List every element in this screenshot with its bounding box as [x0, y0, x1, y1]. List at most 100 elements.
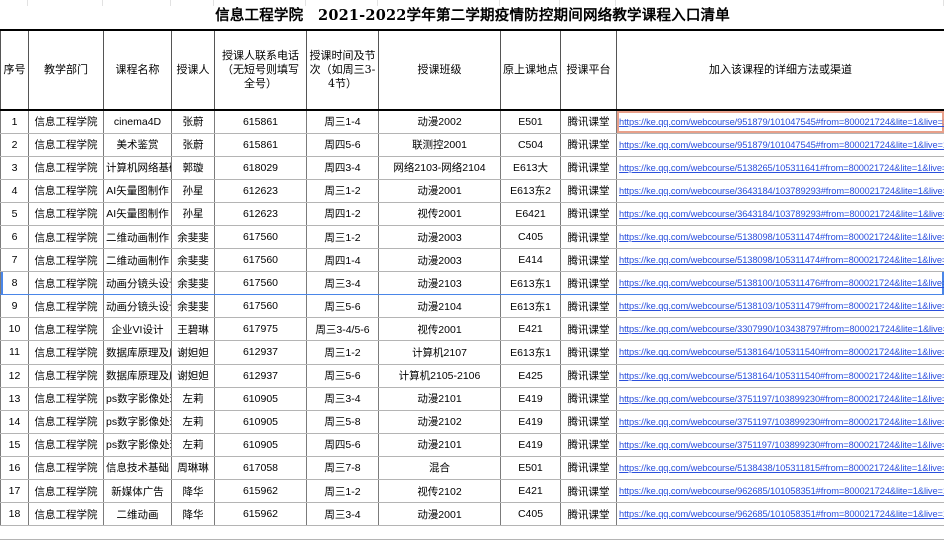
column-header-class[interactable]: 授课班级: [378, 29, 501, 111]
cell-class[interactable]: 动漫2002: [378, 109, 501, 134]
table-row[interactable]: 3信息工程学院计算机网络基础郭璇618029周四3-4网络2103-网络2104…: [0, 155, 944, 180]
cell-time[interactable]: 周三1-2: [306, 478, 379, 504]
column-header-phone[interactable]: 授课人联系电话（无短号则填写全号）: [214, 29, 307, 111]
cell-time[interactable]: 周三7-8: [306, 455, 379, 481]
cell-class[interactable]: 动漫2103: [378, 271, 501, 296]
cell-time[interactable]: 周四5-6: [306, 132, 379, 157]
cell-class[interactable]: 动漫2003: [378, 224, 501, 250]
table-row[interactable]: 2 信息工程学院 美术鉴赏 张蔚 615861 周四5-6 联测控2001 C504 腾讯课堂 h…: [0, 132, 944, 157]
cell-platform[interactable]: 腾讯课堂: [560, 248, 617, 273]
cell-dept[interactable]: 信息工程学院: [28, 502, 104, 527]
cell-link[interactable]: https://ke.qq.com/webcourse/5138100/1053…: [615, 271, 944, 296]
course-link[interactable]: https://ke.qq.com/webcourse/5138098/1053…: [619, 232, 944, 243]
cell-room[interactable]: E501: [500, 455, 561, 481]
cell-course[interactable]: AI矢量图制作: [103, 178, 172, 203]
cell-dept[interactable]: 信息工程学院: [28, 271, 104, 296]
cell-class[interactable]: 视传2001: [378, 317, 501, 342]
cell-room[interactable]: E613东1: [500, 271, 561, 296]
cell-room[interactable]: C504: [500, 132, 561, 157]
cell-class[interactable]: 动漫2003: [378, 248, 501, 273]
cell-time[interactable]: 周三3-4: [306, 502, 379, 527]
cell-dept[interactable]: 信息工程学院: [28, 409, 104, 434]
cell-phone[interactable]: 617560: [214, 224, 307, 250]
cell-dept[interactable]: 信息工程学院: [28, 340, 104, 365]
cell-link[interactable]: https://ke.qq.com/webcourse/962685/10105…: [615, 502, 944, 527]
table-row[interactable]: 5 信息工程学院 AI矢量图制作 孙星 612623 周四1-2 视传2001 E6421 腾讯…: [0, 201, 944, 226]
cell-room[interactable]: E421: [500, 317, 561, 342]
cell-idx[interactable]: 13: [0, 386, 29, 411]
cell-dept[interactable]: 信息工程学院: [28, 201, 104, 226]
cell-dept[interactable]: 信息工程学院: [28, 363, 104, 388]
table-row[interactable]: 8信息工程学院动画分镜头设计余斐斐617560周三3-4动漫2103E613东1…: [0, 271, 944, 296]
cell-idx[interactable]: 6: [0, 224, 29, 250]
cell-phone[interactable]: 615861: [214, 109, 307, 134]
cell-course[interactable]: 二维动画制作: [103, 248, 172, 273]
cell-room[interactable]: E419: [500, 386, 561, 411]
cell-class[interactable]: 视传2102: [378, 478, 501, 504]
cell-idx[interactable]: 15: [0, 432, 29, 457]
cell-teacher[interactable]: 郭璇: [171, 155, 215, 180]
cell-course[interactable]: 数据库原理及应用: [103, 340, 172, 365]
cell-teacher[interactable]: 左莉: [171, 386, 215, 411]
cell-link[interactable]: https://ke.qq.com/webcourse/5138098/1053…: [615, 224, 944, 250]
cell-teacher[interactable]: 余斐斐: [171, 271, 215, 296]
cell-platform[interactable]: 腾讯课堂: [560, 502, 617, 527]
cell-course[interactable]: 新媒体广告: [103, 478, 172, 504]
cell-teacher[interactable]: 余斐斐: [171, 294, 215, 319]
cell-class[interactable]: 动漫2001: [378, 178, 501, 203]
cell-dept[interactable]: 信息工程学院: [28, 455, 104, 481]
cell-room[interactable]: E421: [500, 478, 561, 504]
course-link[interactable]: https://ke.qq.com/webcourse/951879/10104…: [619, 116, 944, 127]
cell-platform[interactable]: 腾讯课堂: [560, 201, 617, 226]
cell-idx[interactable]: 7: [0, 248, 29, 273]
cell-link[interactable]: https://ke.qq.com/webcourse/3751197/1038…: [615, 432, 944, 457]
cell-dept[interactable]: 信息工程学院: [28, 109, 104, 134]
cell-room[interactable]: E613东1: [500, 340, 561, 365]
cell-teacher[interactable]: 左莉: [171, 432, 215, 457]
cell-idx[interactable]: 1: [0, 109, 29, 134]
cell-platform[interactable]: 腾讯课堂: [560, 340, 617, 365]
cell-idx[interactable]: 14: [0, 409, 29, 434]
cell-course[interactable]: 二维动画制作: [103, 224, 172, 250]
cell-phone[interactable]: 612623: [214, 178, 307, 203]
cell-dept[interactable]: 信息工程学院: [28, 248, 104, 273]
course-link[interactable]: https://ke.qq.com/webcourse/5138103/1053…: [619, 301, 944, 312]
cell-time[interactable]: 周三5-8: [306, 409, 379, 434]
cell-platform[interactable]: 腾讯课堂: [560, 409, 617, 434]
cell-class[interactable]: 动漫2001: [378, 502, 501, 527]
cell-dept[interactable]: 信息工程学院: [28, 294, 104, 319]
cell-phone[interactable]: 615861: [214, 132, 307, 157]
table-row[interactable]: 7 信息工程学院 二维动画制作 余斐斐 617560 周四1-4 动漫2003 E414 腾讯课…: [0, 248, 944, 273]
cell-teacher[interactable]: 王碧琳: [171, 317, 215, 342]
course-link[interactable]: https://ke.qq.com/webcourse/5138438/1053…: [619, 462, 944, 473]
cell-course[interactable]: 企业VI设计: [103, 317, 172, 342]
course-link[interactable]: https://ke.qq.com/webcourse/3643184/1037…: [619, 208, 944, 219]
column-header-platform[interactable]: 授课平台: [560, 29, 617, 111]
cell-course[interactable]: 信息技术基础: [103, 455, 172, 481]
cell-time[interactable]: 周三1-4: [306, 109, 379, 134]
cell-platform[interactable]: 腾讯课堂: [560, 155, 617, 180]
cell-time[interactable]: 周三1-2: [306, 224, 379, 250]
cell-dept[interactable]: 信息工程学院: [28, 224, 104, 250]
cell-phone[interactable]: 615962: [214, 478, 307, 504]
cell-link[interactable]: https://ke.qq.com/webcourse/951879/10104…: [615, 109, 944, 134]
cell-phone[interactable]: 610905: [214, 409, 307, 434]
cell-course[interactable]: ps数字影像处理: [103, 386, 172, 411]
cell-link[interactable]: https://ke.qq.com/webcourse/5138098/1053…: [615, 248, 944, 273]
cell-course[interactable]: AI矢量图制作: [103, 201, 172, 226]
cell-time[interactable]: 周三3-4: [306, 271, 379, 296]
cell-link[interactable]: https://ke.qq.com/webcourse/5138164/1053…: [615, 363, 944, 388]
course-link[interactable]: https://ke.qq.com/webcourse/3751197/1038…: [619, 439, 944, 450]
cell-class[interactable]: 动漫2102: [378, 409, 501, 434]
cell-time[interactable]: 周四1-4: [306, 248, 379, 273]
cell-room[interactable]: C405: [500, 224, 561, 250]
cell-dept[interactable]: 信息工程学院: [28, 478, 104, 504]
table-row[interactable]: 18 信息工程学院 二维动画 降华 615962 周三3-4 动漫2001 C405 腾讯课堂 h…: [0, 502, 944, 527]
column-header-course[interactable]: 课程名称: [103, 29, 172, 111]
cell-idx[interactable]: 12: [0, 363, 29, 388]
cell-phone[interactable]: 610905: [214, 432, 307, 457]
cell-link[interactable]: https://ke.qq.com/webcourse/3307990/1034…: [615, 317, 944, 342]
cell-class[interactable]: 网络2103-网络2104: [378, 155, 501, 180]
cell-link[interactable]: https://ke.qq.com/webcourse/3643184/1037…: [615, 201, 944, 226]
course-link[interactable]: https://ke.qq.com/webcourse/962685/10105…: [619, 486, 944, 497]
